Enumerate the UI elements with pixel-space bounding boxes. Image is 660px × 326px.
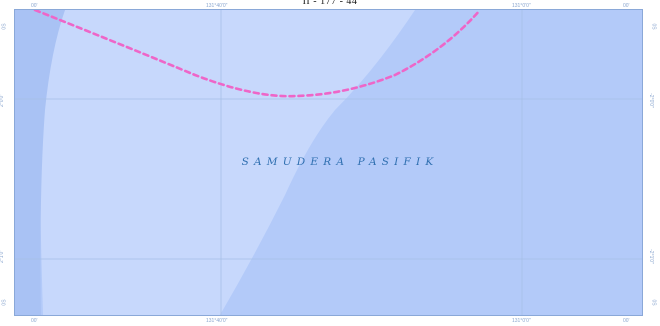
sheet-identifier: II - 177 - 44 bbox=[302, 0, 358, 7]
coord-left-2: 2°0'0" bbox=[0, 93, 6, 108]
coord-bottom-2: 131°40'0" bbox=[206, 318, 228, 324]
left-coastal-band bbox=[15, 10, 65, 315]
coord-top-4: 00' bbox=[623, 3, 630, 9]
map-canvas[interactable] bbox=[15, 10, 642, 315]
coord-bottom-1: 00' bbox=[31, 318, 38, 324]
coord-left-1: 0S bbox=[1, 23, 8, 30]
coord-right-2: -2°0'0" bbox=[647, 93, 654, 108]
shallow-water-area bbox=[40, 10, 415, 315]
coord-top-1: 00' bbox=[31, 3, 38, 9]
graticule bbox=[15, 10, 642, 315]
coord-bottom-4: 00' bbox=[623, 318, 630, 324]
coord-top-2: 131°40'0" bbox=[206, 3, 228, 9]
maritime-boundary-line bbox=[33, 10, 482, 98]
coord-left-4: 0S bbox=[1, 299, 8, 306]
coord-right-4: 0S bbox=[650, 299, 657, 306]
coord-top-3: 131°0'0" bbox=[512, 3, 531, 9]
sea-name-label: SAMUDERA PASIFIK bbox=[241, 156, 439, 168]
coord-right-1: 0S bbox=[650, 23, 657, 30]
coord-left-3: 2°1'0" bbox=[0, 249, 6, 264]
map-frame[interactable] bbox=[14, 9, 643, 316]
coord-right-3: -2°1'0" bbox=[647, 249, 654, 264]
coord-bottom-3: 131°0'0" bbox=[512, 318, 531, 324]
